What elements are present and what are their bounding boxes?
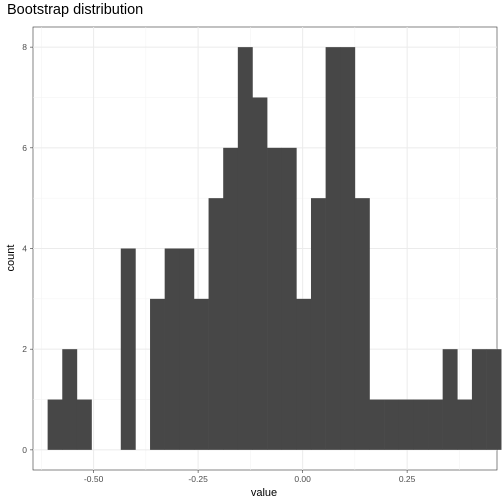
histogram-bar: [471, 349, 487, 450]
x-tick-label: -0.50: [84, 474, 104, 484]
chart-title: Bootstrap distribution: [7, 2, 144, 18]
y-tick-label: 6: [22, 143, 27, 153]
histogram-bar: [193, 298, 209, 450]
x-tick-label: 0.00: [294, 474, 311, 484]
histogram-bar: [310, 198, 326, 450]
histogram-bar: [384, 399, 400, 450]
y-tick-label: 4: [22, 244, 27, 254]
histogram-bar: [252, 97, 268, 450]
x-tick-label: -0.25: [188, 474, 208, 484]
histogram-bar: [223, 147, 239, 450]
histogram-bar: [486, 349, 502, 450]
histogram-bars: [47, 47, 502, 450]
histogram-bar: [267, 147, 283, 450]
x-axis-ticks: -0.50 -0.25 0.00 0.25: [84, 470, 416, 484]
histogram-bar: [179, 248, 195, 450]
histogram-bar: [354, 198, 370, 450]
histogram-bar: [442, 349, 458, 450]
histogram-bar: [281, 147, 297, 450]
histogram-bar: [47, 399, 63, 450]
y-axis-title: count: [5, 245, 17, 272]
histogram-bar: [62, 349, 78, 450]
y-tick-label: 2: [22, 344, 27, 354]
histogram-bar: [150, 298, 165, 450]
histogram-bar: [120, 248, 136, 450]
x-axis-title: value: [251, 487, 277, 499]
histogram-bar: [413, 399, 429, 450]
histogram-bar: [325, 47, 341, 450]
x-tick-label: 0.25: [399, 474, 416, 484]
histogram-bar: [398, 399, 414, 450]
histogram-bar: [208, 198, 224, 450]
histogram-bar: [76, 399, 92, 450]
histogram-bar: [164, 248, 180, 450]
histogram-bar: [428, 399, 443, 450]
y-tick-label: 0: [22, 445, 27, 455]
histogram-bar: [237, 47, 253, 450]
histogram-bar: [369, 399, 385, 450]
histogram-bar: [296, 298, 312, 450]
histogram-bar: [457, 399, 473, 450]
y-axis-ticks: 0 2 4 6 8: [22, 42, 33, 455]
histogram-bar: [340, 47, 356, 450]
y-tick-label: 8: [22, 42, 27, 52]
